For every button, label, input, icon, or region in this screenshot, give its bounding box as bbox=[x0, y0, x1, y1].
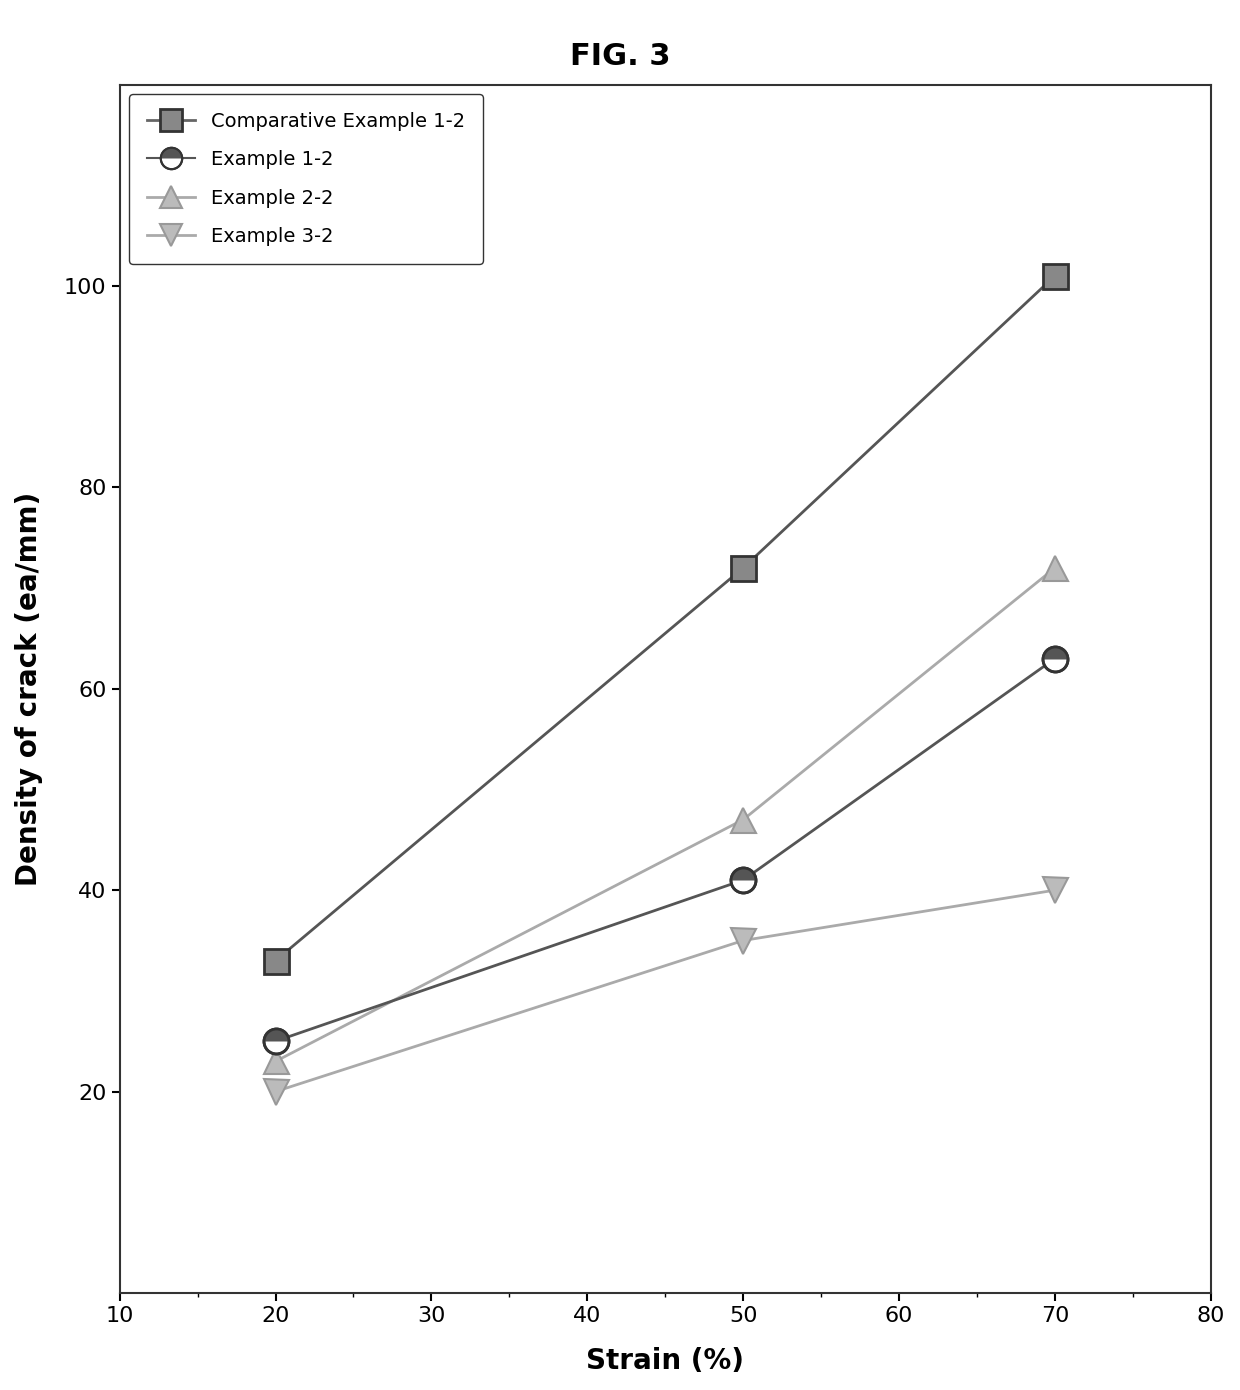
Y-axis label: Density of crack (ea/mm): Density of crack (ea/mm) bbox=[15, 492, 43, 885]
Legend: Comparative Example 1-2, Example 1-2, Example 2-2, Example 3-2: Comparative Example 1-2, Example 1-2, Ex… bbox=[129, 95, 482, 264]
Text: FIG. 3: FIG. 3 bbox=[569, 42, 671, 71]
X-axis label: Strain (%): Strain (%) bbox=[587, 1347, 744, 1375]
